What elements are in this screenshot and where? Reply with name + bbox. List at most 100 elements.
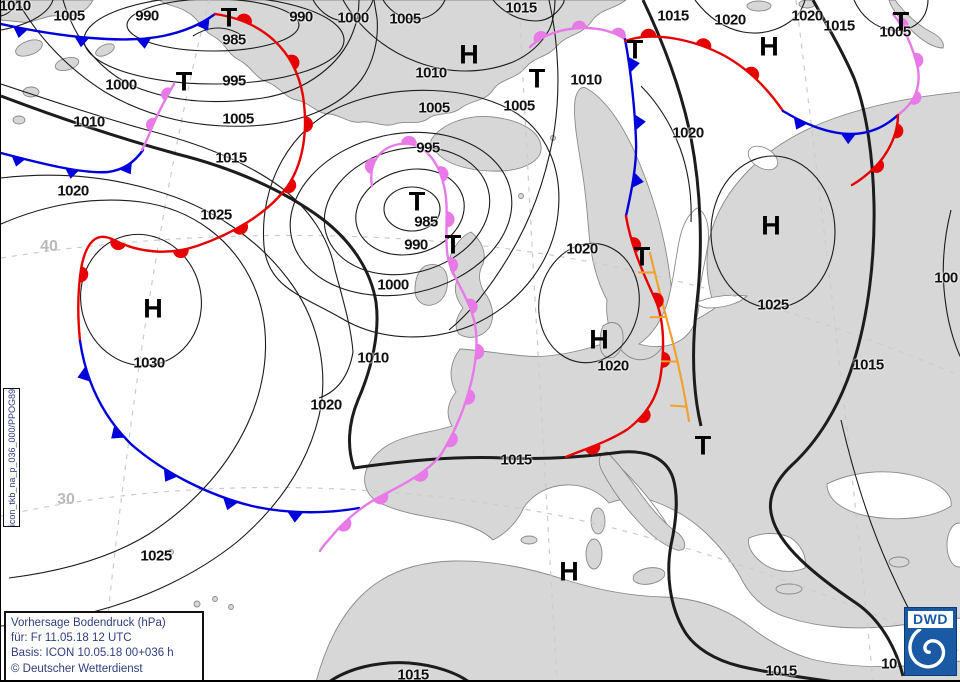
pressure-label: 1010 [415,64,447,82]
pressure-label: 1005 [53,7,85,25]
pressure-center-label: H [761,210,781,241]
pressure-label: 1020 [791,7,823,25]
canary-island [212,596,218,602]
isobar-1015-thick [329,661,469,680]
canary-island [193,600,201,608]
pressure-center-label: T [220,2,238,33]
pressure-center-label: T [694,430,712,461]
pressure-center-label: H [143,293,163,324]
pressure-label: 1005 [879,23,911,41]
crete-island [775,583,803,595]
pressure-label: 1015 [397,666,429,682]
isobar-1015-thick [1,94,832,680]
isobar-1000 [312,0,374,22]
info-valid-time: für: Fr 11.05.18 12 UTC [11,632,132,645]
front-symbols [584,237,671,455]
latitude-label: 40 [40,238,58,255]
front-symbols [337,135,485,532]
isobar-985 [192,27,244,37]
pressure-center-label: T [528,63,546,94]
front-symbols [11,155,132,179]
parallel-line [1,234,960,377]
balearic-island [520,535,538,545]
canary-island [228,604,234,610]
isobar-1025 [1,199,267,579]
cold-front [781,109,900,136]
pressure-label: 1010 [0,0,31,15]
pressure-center-label: T [444,229,462,260]
isobar-1010 [1,83,354,399]
arctic-island [12,115,26,125]
front-symbols [146,87,172,132]
pressure-label: 1020 [57,182,89,200]
pressure-center-label: T [633,241,651,272]
occluded-front [528,26,627,49]
isobar-1025 [710,155,836,309]
pressure-label: 995 [416,139,440,157]
isobar-985 [383,186,441,232]
white-sea [747,145,779,171]
pressure-label: 990 [135,7,159,25]
front-symbols [79,13,313,283]
greenland-landmass [151,0,627,126]
pressure-label: 995 [222,72,246,90]
pressure-label: 1015 [852,356,884,374]
cold-front [1,12,217,41]
trough-line [648,251,691,423]
meridian-line [100,0,210,680]
ireland-landmass [414,264,448,306]
isobar-1000 [289,131,513,297]
pressure-center-label: T [892,6,910,37]
pressure-label: 1015 [215,149,247,167]
pressure-label: 1025 [140,547,172,565]
warm-front [623,35,785,113]
pressure-label: 1015 [765,662,797,680]
pressure-label: 985 [222,31,246,49]
italy-landmass [598,451,686,551]
pressure-label: 10 [881,655,897,673]
pressure-label: 1025 [757,296,789,314]
shetland-island [518,193,524,199]
pressure-label: 1005 [418,99,450,117]
isobar-1010 [1,0,18,17]
front-symbols [77,366,304,523]
pressure-center-label: H [459,39,479,70]
pressure-label: 985 [414,213,438,231]
isobar-1020 [694,0,806,34]
pressure-label: 1020 [566,240,598,258]
isobar-1005 [1,0,54,31]
pressure-label: 1020 [714,11,746,29]
pressure-label: 100 [934,269,958,287]
africa-landmass [316,560,960,680]
front-symbols [871,123,904,173]
caspian-sea [946,522,960,568]
front-layer [1,12,924,553]
pressure-label: 1010 [570,71,602,89]
dwd-logo-text: DWD [908,611,953,628]
pressure-label: 1015 [505,0,537,17]
front-symbols [628,56,646,189]
pressure-label: 1010 [73,113,105,131]
pressure-label: 1015 [657,7,689,25]
pressure-label: 1005 [389,10,421,28]
pressure-label: 1015 [823,17,855,35]
pressure-center-label: T [175,66,193,97]
isobar-1000 [62,0,360,103]
latitude-label: 30 [57,491,75,508]
isobar-995 [323,146,491,276]
front-symbols [897,17,924,105]
cyprus-island [888,556,910,568]
isobar-1020 [640,85,692,223]
pressure-label: 1005 [503,97,535,115]
sardinia-island [585,538,603,570]
isobar-1005 [16,0,378,127]
isobar-1000 [942,209,960,358]
pressure-label: 990 [289,8,313,26]
info-copyright: © Deutscher Wetterdienst [11,662,143,675]
madeira-island [168,549,174,555]
isobar-1005 [382,0,446,20]
pressure-label: 1020 [597,357,629,375]
